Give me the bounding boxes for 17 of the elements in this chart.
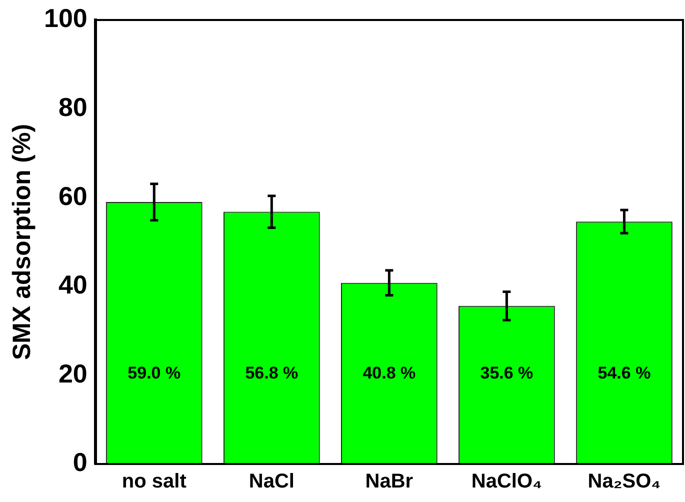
y-tick-label: 60 (58, 180, 88, 211)
x-tick-label: NaBr (365, 470, 414, 493)
data-label: 56.8 % (245, 364, 298, 383)
x-tick-label: Na₂SO₄ (588, 470, 661, 493)
y-tick-label: 80 (58, 92, 88, 122)
x-tick-label: NaClO₄ (471, 470, 542, 493)
y-tick-label: 0 (72, 447, 88, 478)
y-tick-label: 100 (44, 3, 88, 34)
x-tick-label: NaCl (248, 470, 294, 493)
y-axis-title: SMX adsorption (%) (8, 124, 36, 360)
data-label: 59.0 % (128, 364, 181, 383)
data-label: 40.8 % (362, 364, 416, 383)
y-tick-label: 40 (58, 270, 88, 300)
data-label: 35.6 % (480, 364, 534, 383)
y-tick-label: 20 (58, 358, 88, 388)
x-tick-label: no salt (122, 470, 187, 493)
data-label: 54.6 % (598, 364, 651, 383)
